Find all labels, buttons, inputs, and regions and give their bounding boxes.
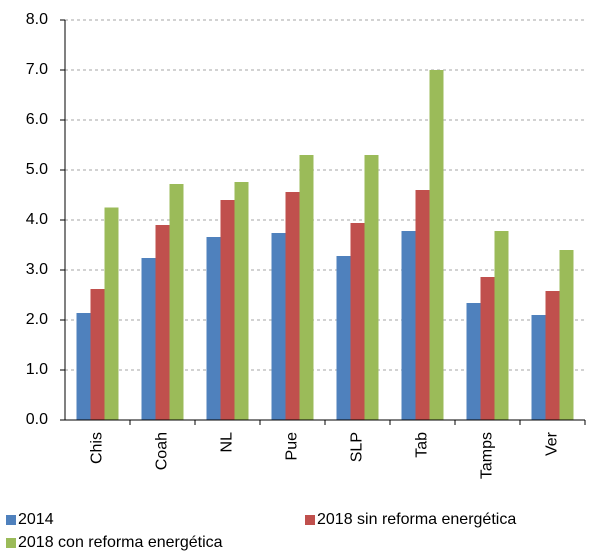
- bar: [90, 289, 105, 420]
- bar: [545, 291, 560, 420]
- bar: [141, 258, 156, 420]
- legend-label: 2014: [18, 511, 54, 528]
- x-tick-label: Chis: [89, 432, 106, 464]
- bar: [559, 250, 574, 420]
- bar: [466, 303, 481, 420]
- y-tick-label: 2.0: [26, 311, 48, 328]
- y-tick-label: 5.0: [26, 161, 48, 178]
- x-tick-label: Pue: [284, 432, 301, 461]
- bar: [155, 225, 170, 420]
- bar: [401, 231, 416, 420]
- y-tick-label: 3.0: [26, 261, 48, 278]
- bar: [271, 233, 286, 420]
- y-tick-label: 1.0: [26, 361, 48, 378]
- bar: [285, 192, 300, 420]
- bar: [299, 155, 314, 420]
- bar: [350, 223, 365, 420]
- y-tick-label: 8.0: [26, 11, 48, 28]
- y-tick-label: 7.0: [26, 61, 48, 78]
- bar: [104, 207, 119, 420]
- y-tick-label: 6.0: [26, 111, 48, 128]
- legend-label: 2018 con reforma energética: [18, 534, 223, 551]
- x-tick-label: Tamps: [479, 432, 496, 479]
- legend-swatch: [6, 538, 16, 548]
- bar: [76, 313, 91, 420]
- x-tick-label: Tab: [414, 432, 431, 458]
- bar: [336, 256, 351, 420]
- bar: [429, 70, 444, 420]
- y-tick-label: 0.0: [26, 411, 48, 428]
- x-tick-label: Coah: [154, 432, 171, 470]
- bar: [480, 277, 495, 420]
- bar: [494, 231, 509, 420]
- legend-swatch: [305, 515, 315, 525]
- y-tick-label: 4.0: [26, 211, 48, 228]
- x-tick-label: Ver: [544, 431, 561, 456]
- bar: [206, 237, 221, 420]
- bar: [220, 200, 235, 420]
- bar: [531, 315, 546, 420]
- bar: [234, 182, 249, 420]
- bar: [169, 184, 184, 420]
- x-tick-label: NL: [219, 432, 236, 453]
- legend-swatch: [6, 515, 16, 525]
- bar: [364, 155, 379, 420]
- legend-label: 2018 sin reforma energética: [317, 511, 516, 528]
- bar: [415, 190, 430, 420]
- x-tick-label: SLP: [349, 432, 366, 462]
